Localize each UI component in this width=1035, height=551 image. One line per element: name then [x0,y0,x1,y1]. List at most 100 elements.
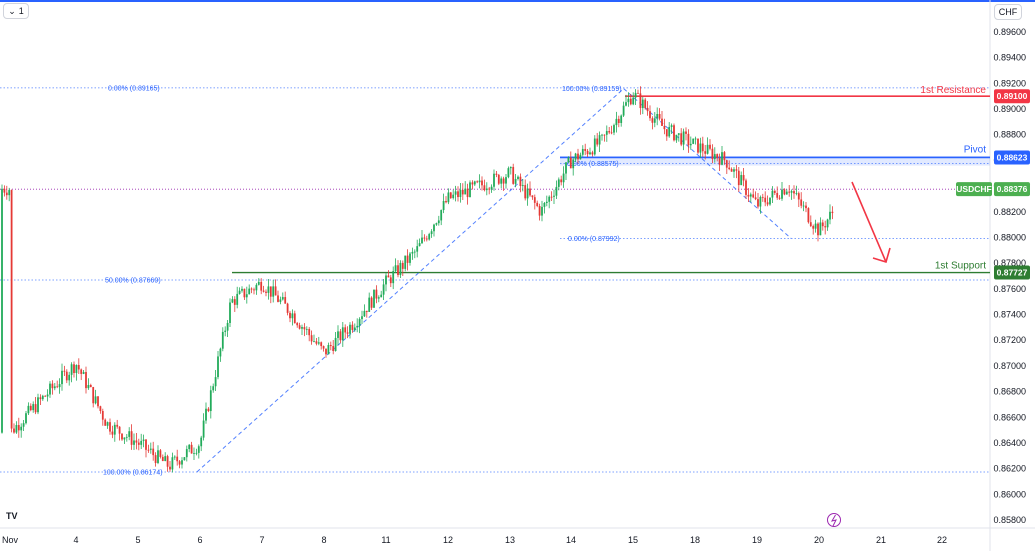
tradingview-logo[interactable]: TV [6,511,18,521]
price-tick-label: 0.87800 [993,258,1026,268]
candle-body [5,192,8,196]
lightning-icon[interactable] [827,513,841,527]
candle-body [245,294,248,298]
time-tick-label: 11 [381,535,390,545]
candle-body [289,312,291,319]
projection-arrow[interactable] [851,181,891,264]
candle-body [401,262,404,269]
candle-body [197,446,200,453]
projection-arrow-shaft [851,181,887,263]
time-axis[interactable]: Nov 4 5 6 7 8 11 12 13 14 15 18 19 20 21 22 [2,535,947,545]
candle-body [572,159,575,169]
tradingview-logo-text: TV [6,511,18,521]
candle-body [200,437,203,447]
currency-button[interactable]: CHF [994,4,1022,20]
price-tick-label: 0.89200 [993,78,1026,88]
candle-body [293,313,296,324]
candle-body [51,383,54,389]
candle-body [63,370,66,372]
time-tick-label: 7 [259,535,264,545]
candle-body [65,371,68,381]
candle-body [658,114,661,119]
candle-body [493,173,495,187]
candle-body [137,442,140,445]
candle-body [483,185,486,191]
candle-body [747,194,750,197]
candle-body [764,197,767,203]
candle-body [373,289,375,308]
candle-body [445,200,447,203]
candle-body [440,210,443,221]
candle-body [94,396,97,404]
fib-label-100: 100.00% (0.86174) [103,469,163,476]
candle-body [13,428,15,433]
candle-body [653,118,656,123]
candle-body [188,444,191,450]
candle-body [145,439,147,450]
candle-body [589,152,591,155]
candle-body [135,440,138,443]
candle-body [233,299,236,305]
candle-body [20,426,23,431]
candle-body [716,154,719,159]
candle-body [709,144,711,149]
candle-body [500,178,503,184]
candle-body [262,290,265,292]
candle-body [488,188,491,190]
candle-body [769,197,771,205]
candle-body [140,440,143,445]
candle-body [250,288,253,290]
candle-body [567,157,570,163]
candle-body [332,346,335,351]
candle-body [87,384,90,389]
candle-body [154,455,157,463]
candle-body [809,222,812,227]
candle-body [39,397,42,400]
candle-body [605,131,608,135]
candle-body [77,365,80,370]
interval-selector[interactable]: ⌄ 1 [3,3,29,19]
candle-body [212,386,215,391]
candle-body [305,329,308,330]
candle-body [685,131,687,134]
candle-body [814,223,817,229]
candle-body [634,92,637,98]
candle-body [757,199,759,207]
candle-body [123,437,126,440]
candle-body [531,195,534,198]
candle-body [737,170,740,186]
candle-body [785,191,788,195]
candle-body [248,288,251,295]
resistance-price-tag-bg [994,89,1030,104]
candle-body [569,157,572,169]
candle-body [687,133,690,146]
candle-body [601,134,603,136]
candle-body [370,297,373,308]
candle-body [821,222,824,227]
candle-body [721,152,723,165]
time-tick-label: 22 [937,535,947,545]
candle-body [829,211,831,220]
candle-body [152,448,155,456]
candle-body [425,238,428,240]
candle-body [694,138,697,140]
candle-body [733,169,735,172]
candle-body [53,386,56,389]
candle-body [267,286,270,293]
candle-body [334,337,337,351]
fibonacci-drawings[interactable]: 0.00% (0.89165) 50.00% (0.87669) 100.00% (… [0,85,990,476]
candle-body [812,226,815,229]
candle-body [41,395,44,400]
candle-body [260,281,263,291]
candle-body [495,173,498,175]
candle-body [668,126,671,137]
candle-body [185,449,188,458]
price-tick-label: 0.86400 [993,438,1026,448]
chevron-down-icon: ⌄ [8,5,16,16]
candle-body [529,188,531,196]
candle-body [742,175,745,181]
candle-body [593,138,596,155]
candle-body [286,303,289,313]
candle-body [15,425,18,433]
